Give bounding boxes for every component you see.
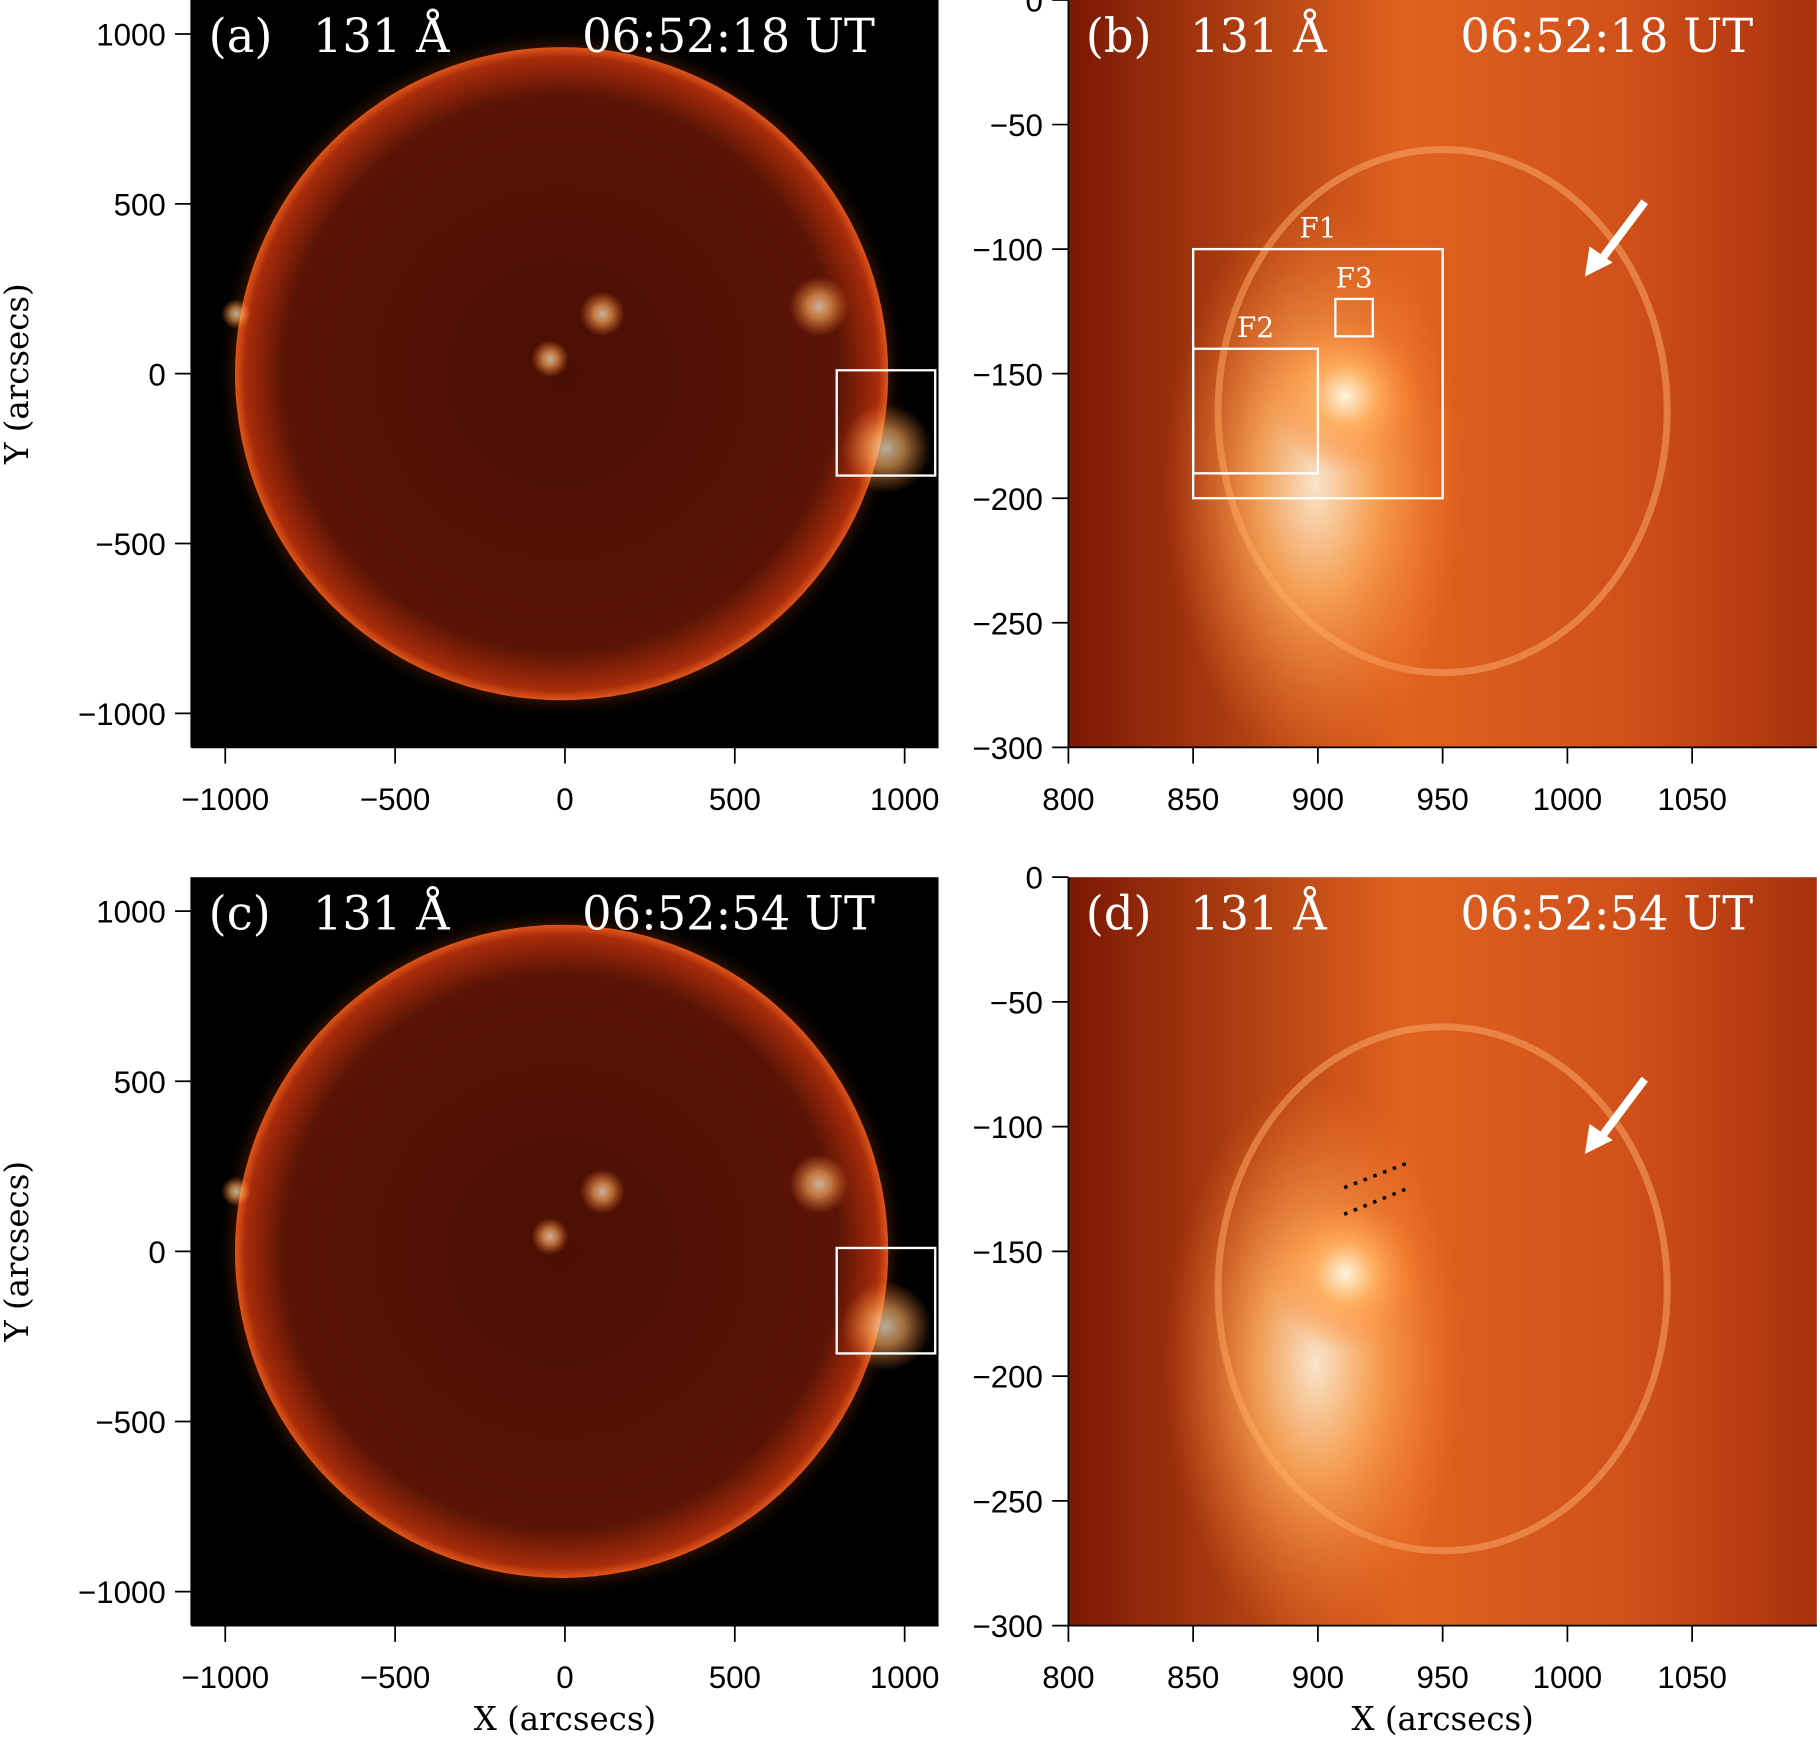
- y-tick-label: −50: [990, 108, 1043, 143]
- panel-label: (d): [1086, 886, 1152, 940]
- x-tick-label: 900: [1292, 1660, 1344, 1695]
- solar-disk: [235, 47, 889, 701]
- time: 06:52:18 UT: [1460, 9, 1753, 63]
- wavelength: 131 Å: [1190, 8, 1327, 63]
- y-tick-label: 500: [114, 1065, 166, 1100]
- y-tick-label: 0: [1026, 861, 1043, 896]
- x-tick-label: 850: [1167, 1660, 1219, 1695]
- x-tick-label: 1000: [1533, 782, 1603, 817]
- arrow-shaft: [1596, 1076, 1648, 1142]
- x-tick-label: 800: [1042, 782, 1094, 817]
- x-tick-label: −500: [360, 782, 430, 817]
- box-label: F3: [1336, 261, 1373, 294]
- y-tick-label: −100: [972, 1110, 1042, 1145]
- box-label: F1: [1299, 212, 1336, 245]
- image-panel: [191, 877, 939, 1626]
- dotted-line: [1343, 1187, 1408, 1216]
- x-axis-label: X (arcsecs): [1351, 1700, 1533, 1738]
- region-box: [835, 369, 937, 477]
- x-tick-label: 500: [709, 782, 761, 817]
- x-tick-label: 500: [709, 1660, 761, 1695]
- y-tick-label: −500: [95, 1405, 165, 1440]
- flare-region: [1165, 201, 1466, 748]
- image-panel: [191, 0, 939, 748]
- arrow-head: [1584, 246, 1613, 277]
- arrow-shaft: [1596, 199, 1648, 265]
- y-tick-label: 0: [148, 1235, 165, 1270]
- y-tick-label: −1000: [78, 1575, 166, 1610]
- x-tick-label: 800: [1042, 1660, 1094, 1695]
- active-region: [579, 291, 625, 337]
- y-tick-label: 0: [148, 357, 165, 392]
- y-tick-label: −150: [972, 357, 1042, 392]
- time: 06:52:18 UT: [582, 9, 875, 63]
- y-tick-label: −100: [972, 233, 1042, 268]
- image-panel: [1068, 877, 1817, 1626]
- x-tick-label: 1050: [1657, 1660, 1727, 1695]
- active-region: [579, 1169, 625, 1214]
- active-region: [789, 276, 849, 337]
- y-tick-label: −150: [972, 1235, 1042, 1270]
- x-tick-label: −1000: [181, 782, 269, 817]
- x-tick-label: 850: [1167, 782, 1219, 817]
- active-region: [841, 403, 932, 494]
- x-tick-label: 1000: [870, 1660, 940, 1695]
- y-tick-label: −1000: [78, 697, 166, 732]
- y-tick-label: −250: [972, 606, 1042, 641]
- panel-label: (c): [209, 886, 271, 940]
- y-axis-label: Y (arcsecs): [0, 1161, 36, 1343]
- active-region: [221, 298, 252, 329]
- x-tick-label: 0: [556, 1660, 573, 1695]
- time: 06:52:54 UT: [1460, 886, 1753, 940]
- panel-label: (b): [1086, 9, 1152, 63]
- region-box: [835, 1246, 937, 1355]
- active-region: [531, 1217, 569, 1256]
- y-tick-label: 500: [114, 187, 166, 222]
- y-axis-label: Y (arcsecs): [0, 283, 36, 465]
- region-box: [1334, 297, 1374, 338]
- time: 06:52:54 UT: [582, 886, 875, 940]
- flare-core: [1270, 321, 1421, 471]
- active-region: [221, 1176, 252, 1207]
- flare-core: [1270, 1198, 1421, 1349]
- y-tick-label: −50: [990, 985, 1043, 1020]
- box-label: F2: [1237, 311, 1274, 344]
- y-tick-label: −300: [972, 1609, 1042, 1644]
- wavelength: 131 Å: [313, 8, 450, 63]
- active-region: [789, 1154, 849, 1214]
- x-tick-label: 0: [556, 782, 573, 817]
- solar-disk: [235, 924, 889, 1578]
- image-panel: [1068, 0, 1817, 748]
- y-tick-label: −500: [95, 527, 165, 562]
- panel-label: (a): [209, 9, 273, 63]
- y-tick-label: 0: [1026, 0, 1043, 19]
- x-tick-label: 1000: [1533, 1660, 1603, 1695]
- y-tick-label: −300: [972, 731, 1042, 766]
- y-tick-label: 1000: [96, 18, 166, 53]
- wavelength: 131 Å: [313, 885, 450, 940]
- flare-region: [1165, 1079, 1466, 1626]
- x-tick-label: −1000: [181, 1660, 269, 1695]
- x-tick-label: 900: [1292, 782, 1344, 817]
- y-tick-label: −200: [972, 1360, 1042, 1395]
- y-tick-label: −200: [972, 482, 1042, 517]
- x-tick-label: 950: [1417, 1660, 1469, 1695]
- active-region: [531, 340, 569, 378]
- x-tick-label: 1000: [870, 782, 940, 817]
- x-tick-label: 1050: [1657, 782, 1727, 817]
- wavelength: 131 Å: [1190, 885, 1327, 940]
- x-tick-label: −500: [360, 1660, 430, 1695]
- dotted-line: [1343, 1161, 1408, 1190]
- arrow-head: [1584, 1123, 1613, 1155]
- x-tick-label: 950: [1417, 782, 1469, 817]
- region-box: [1191, 347, 1320, 475]
- active-region: [841, 1281, 932, 1372]
- y-tick-label: −250: [972, 1484, 1042, 1519]
- x-axis-label: X (arcsecs): [474, 1700, 656, 1738]
- y-tick-label: 1000: [96, 895, 166, 930]
